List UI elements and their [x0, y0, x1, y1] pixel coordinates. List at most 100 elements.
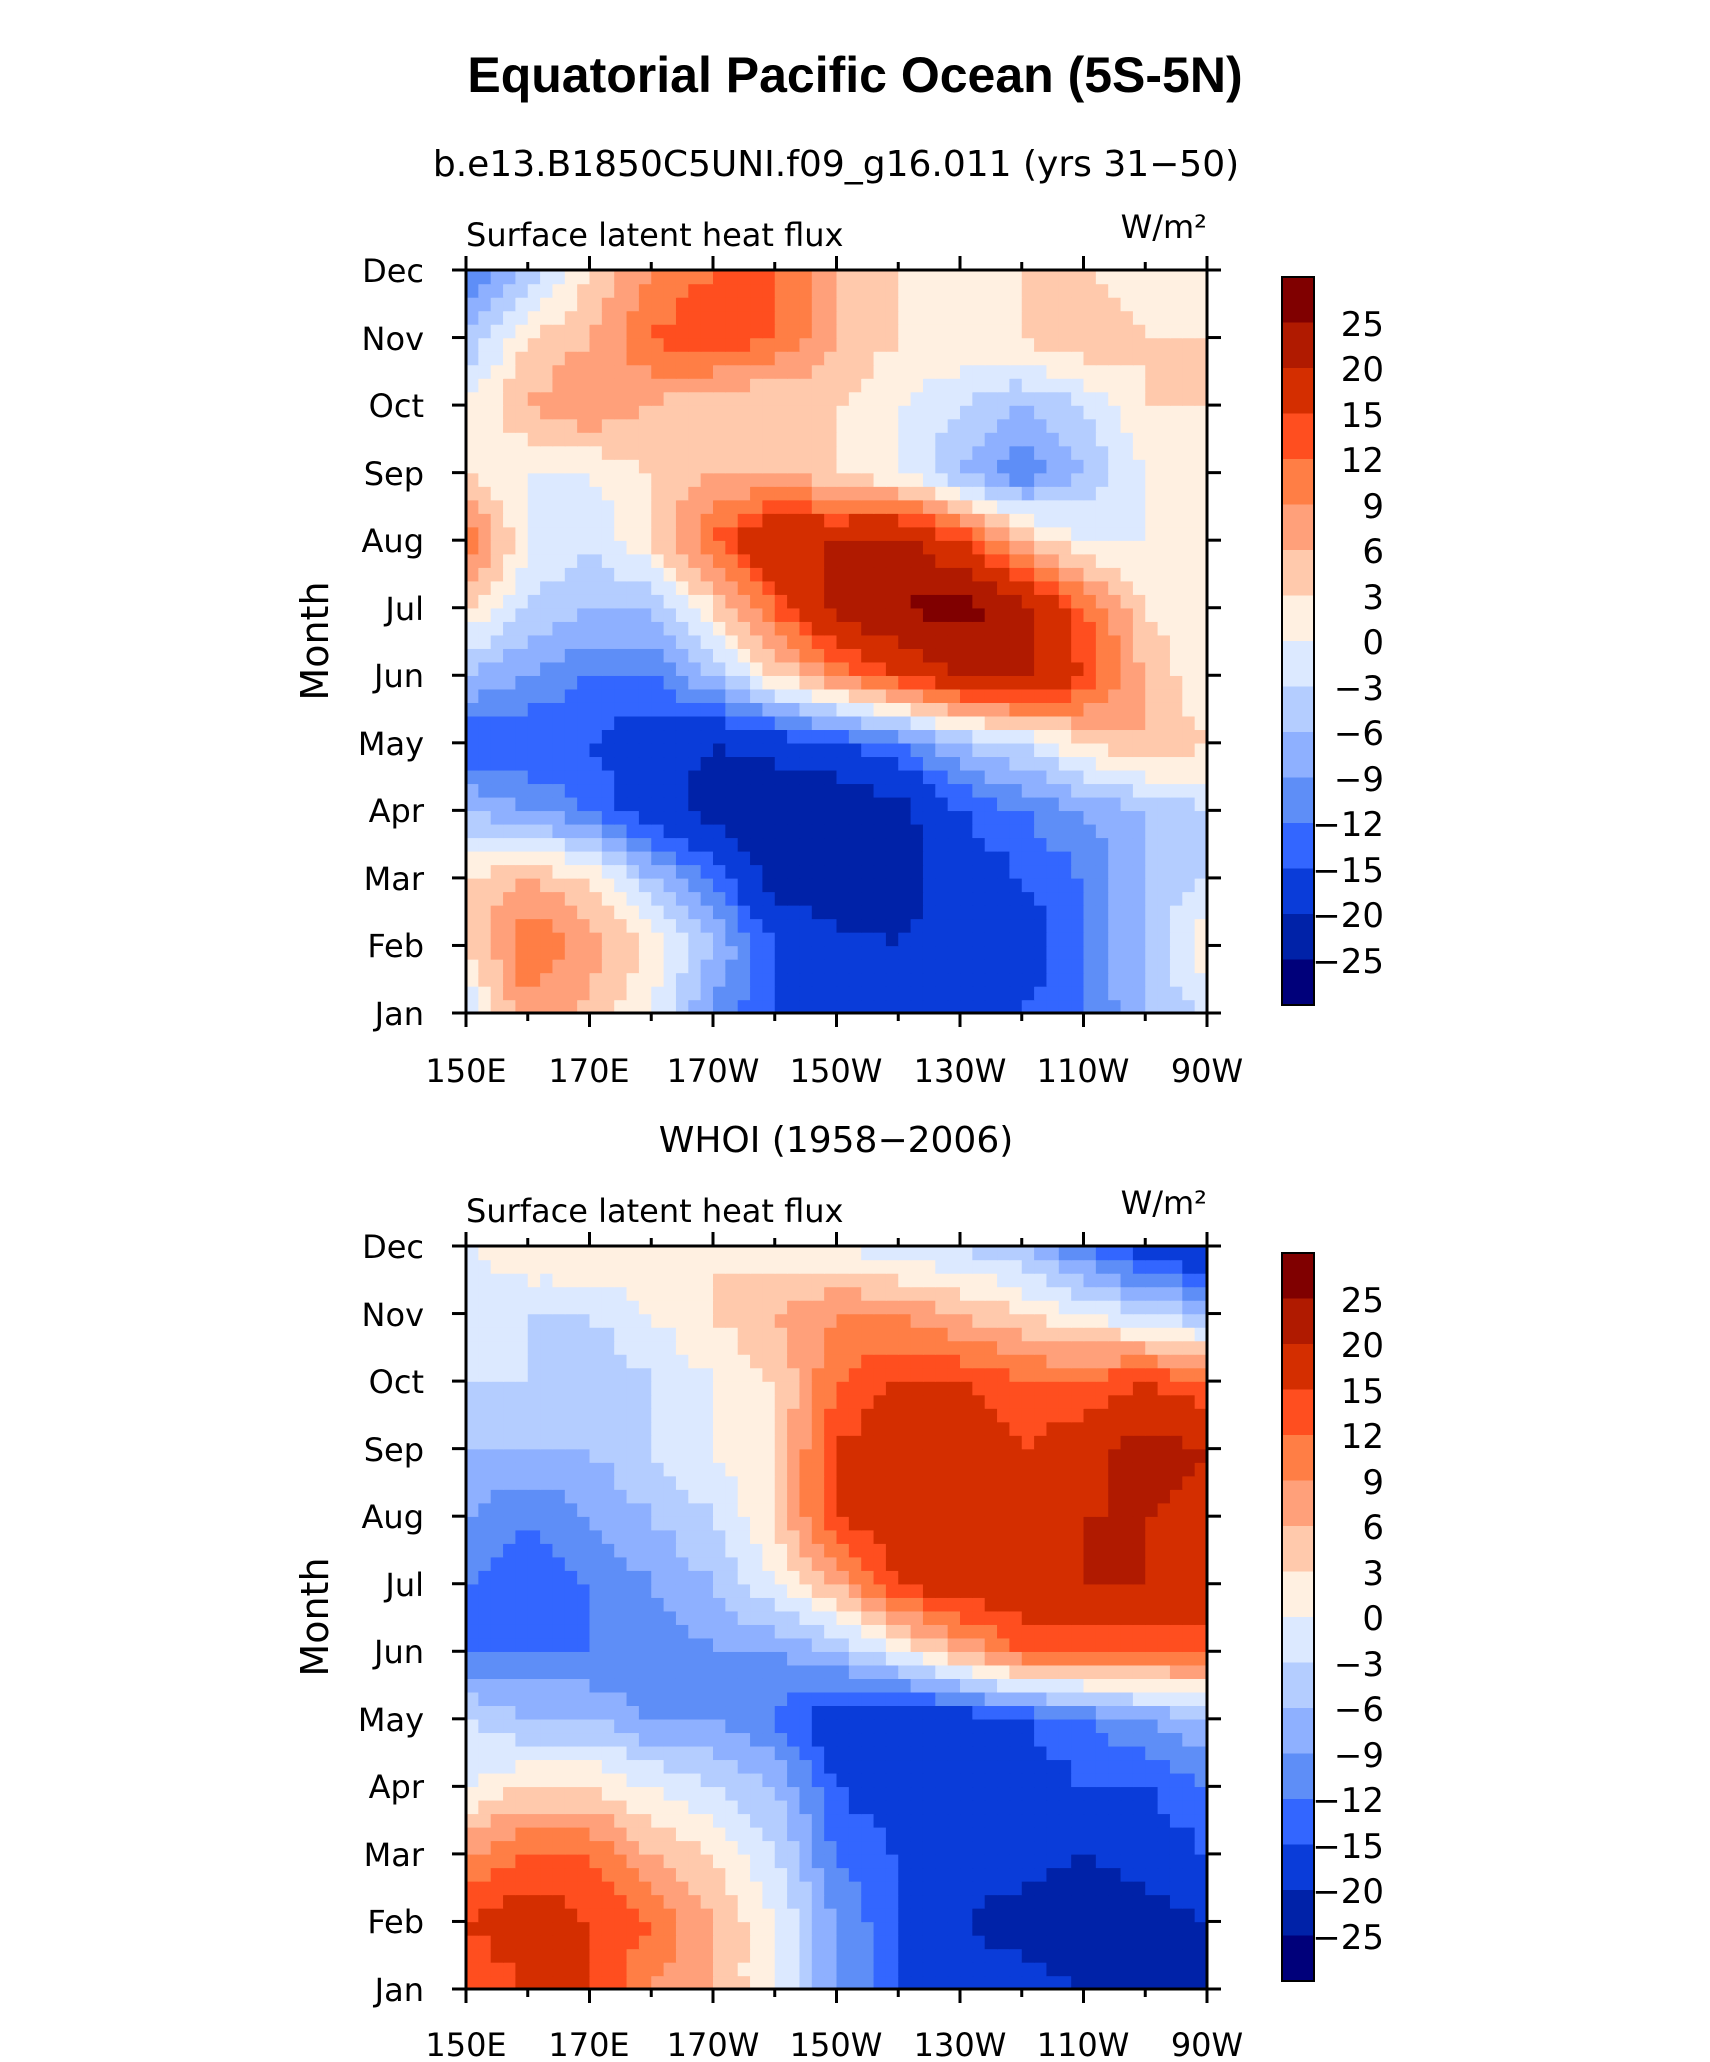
heatmap-cell: [1071, 958, 1085, 974]
heatmap-cell: [1169, 310, 1183, 325]
heatmap-cell: [1071, 445, 1085, 460]
heatmap-cell: [1034, 540, 1048, 555]
heatmap-cell: [552, 702, 566, 717]
heatmap-cell: [922, 850, 936, 866]
heatmap-cell: [490, 810, 504, 825]
heatmap-cell: [675, 1934, 689, 1950]
heatmap-cell: [984, 324, 998, 339]
heatmap-cell: [836, 270, 850, 285]
heatmap-cell: [922, 378, 936, 393]
heatmap-cell: [1182, 972, 1196, 987]
heatmap-cell: [1071, 418, 1085, 433]
heatmap-cell: [1046, 486, 1060, 501]
heatmap-cell: [1021, 1651, 1035, 1666]
heatmap-cell: [1083, 607, 1097, 622]
heatmap-cell: [1120, 540, 1134, 555]
heatmap-cell: [799, 688, 813, 703]
heatmap-cell: [713, 688, 727, 703]
heatmap-cell: [1034, 1826, 1048, 1842]
heatmap-cell: [614, 945, 628, 960]
heatmap-cell: [466, 1853, 480, 1869]
heatmap-cell: [910, 810, 924, 825]
heatmap-cell: [972, 283, 986, 298]
heatmap-cell: [997, 634, 1011, 649]
heatmap-cell: [1009, 1691, 1023, 1707]
heatmap-cell: [737, 729, 751, 744]
heatmap-cell: [1157, 999, 1171, 1013]
heatmap-cell: [799, 1840, 813, 1855]
heatmap-cell: [984, 1961, 998, 1977]
heatmap-cell: [762, 648, 776, 663]
heatmap-cell: [564, 1921, 578, 1936]
heatmap-cell: [1046, 918, 1060, 933]
heatmap-cell: [589, 796, 603, 812]
xtick-label: 110W: [1037, 1052, 1130, 1090]
heatmap-cell: [1145, 391, 1159, 406]
heatmap-cell: [774, 445, 788, 460]
heatmap-cell: [1132, 756, 1146, 771]
heatmap-cell: [688, 891, 702, 906]
heatmap-cell: [836, 432, 850, 447]
heatmap-cell: [1021, 1894, 1035, 1909]
xtick-label: 170W: [667, 1052, 760, 1090]
heatmap-cell: [972, 1799, 986, 1815]
heatmap-cell: [490, 1799, 504, 1815]
heatmap-cell: [601, 985, 615, 1001]
heatmap-cell: [614, 1718, 628, 1734]
heatmap-cell: [515, 513, 529, 528]
heatmap-cell: [663, 675, 677, 690]
heatmap-cell: [824, 553, 838, 568]
heatmap-cell: [873, 1718, 887, 1734]
heatmap-cell: [688, 1894, 702, 1909]
heatmap-cell: [638, 580, 652, 595]
heatmap-cell: [774, 513, 788, 528]
heatmap-cell: [540, 1907, 554, 1923]
heatmap-cell: [885, 1975, 899, 1989]
heatmap-cell: [836, 567, 850, 582]
heatmap-cell: [750, 756, 764, 771]
heatmap-cell: [1058, 1772, 1072, 1788]
heatmap-cell: [1046, 675, 1060, 690]
heatmap-cell: [1145, 1975, 1159, 1989]
heatmap-cell: [515, 1799, 529, 1815]
heatmap-cell: [848, 567, 862, 582]
heatmap-cell: [552, 594, 566, 609]
heatmap-cell: [651, 364, 665, 379]
heatmap-cell: [527, 297, 541, 312]
heatmap-cell: [466, 1826, 480, 1842]
heatmap-cell: [811, 1840, 825, 1855]
heatmap-cell: [824, 661, 838, 676]
heatmap-cell: [515, 769, 529, 785]
heatmap-cell: [811, 837, 825, 852]
heatmap-cell: [540, 351, 554, 366]
heatmap-cell: [675, 486, 689, 501]
heatmap-cell: [1095, 796, 1109, 812]
heatmap-cell: [515, 418, 529, 433]
heatmap-cell: [997, 877, 1011, 893]
heatmap-cell: [750, 472, 764, 487]
heatmap-cell: [811, 796, 825, 812]
heatmap-cell: [898, 378, 912, 393]
heatmap-cell: [1157, 1745, 1171, 1761]
heatmap-cell: [589, 931, 603, 947]
heatmap-cell: [935, 1840, 949, 1855]
heatmap-cell: [1194, 445, 1207, 460]
heatmap-cell: [861, 945, 875, 960]
heatmap-cell: [922, 796, 936, 812]
heatmap-cell: [737, 796, 751, 812]
heatmap-cell: [577, 756, 591, 771]
heatmap-cell: [564, 661, 578, 676]
heatmap-cell: [564, 972, 578, 987]
heatmap-cell: [490, 391, 504, 406]
heatmap-cell: [1009, 1759, 1023, 1774]
heatmap-cell: [503, 783, 517, 798]
heatmap-cell: [601, 864, 615, 879]
heatmap-cell: [1194, 472, 1207, 487]
heatmap-cell: [997, 378, 1011, 393]
heatmap-cell: [898, 945, 912, 960]
heatmap-cell: [478, 526, 492, 541]
heatmap-cell: [515, 675, 529, 690]
heatmap-cell: [466, 1745, 480, 1761]
heatmap-cell: [577, 1961, 591, 1977]
heatmap-cell: [1194, 1813, 1207, 1828]
